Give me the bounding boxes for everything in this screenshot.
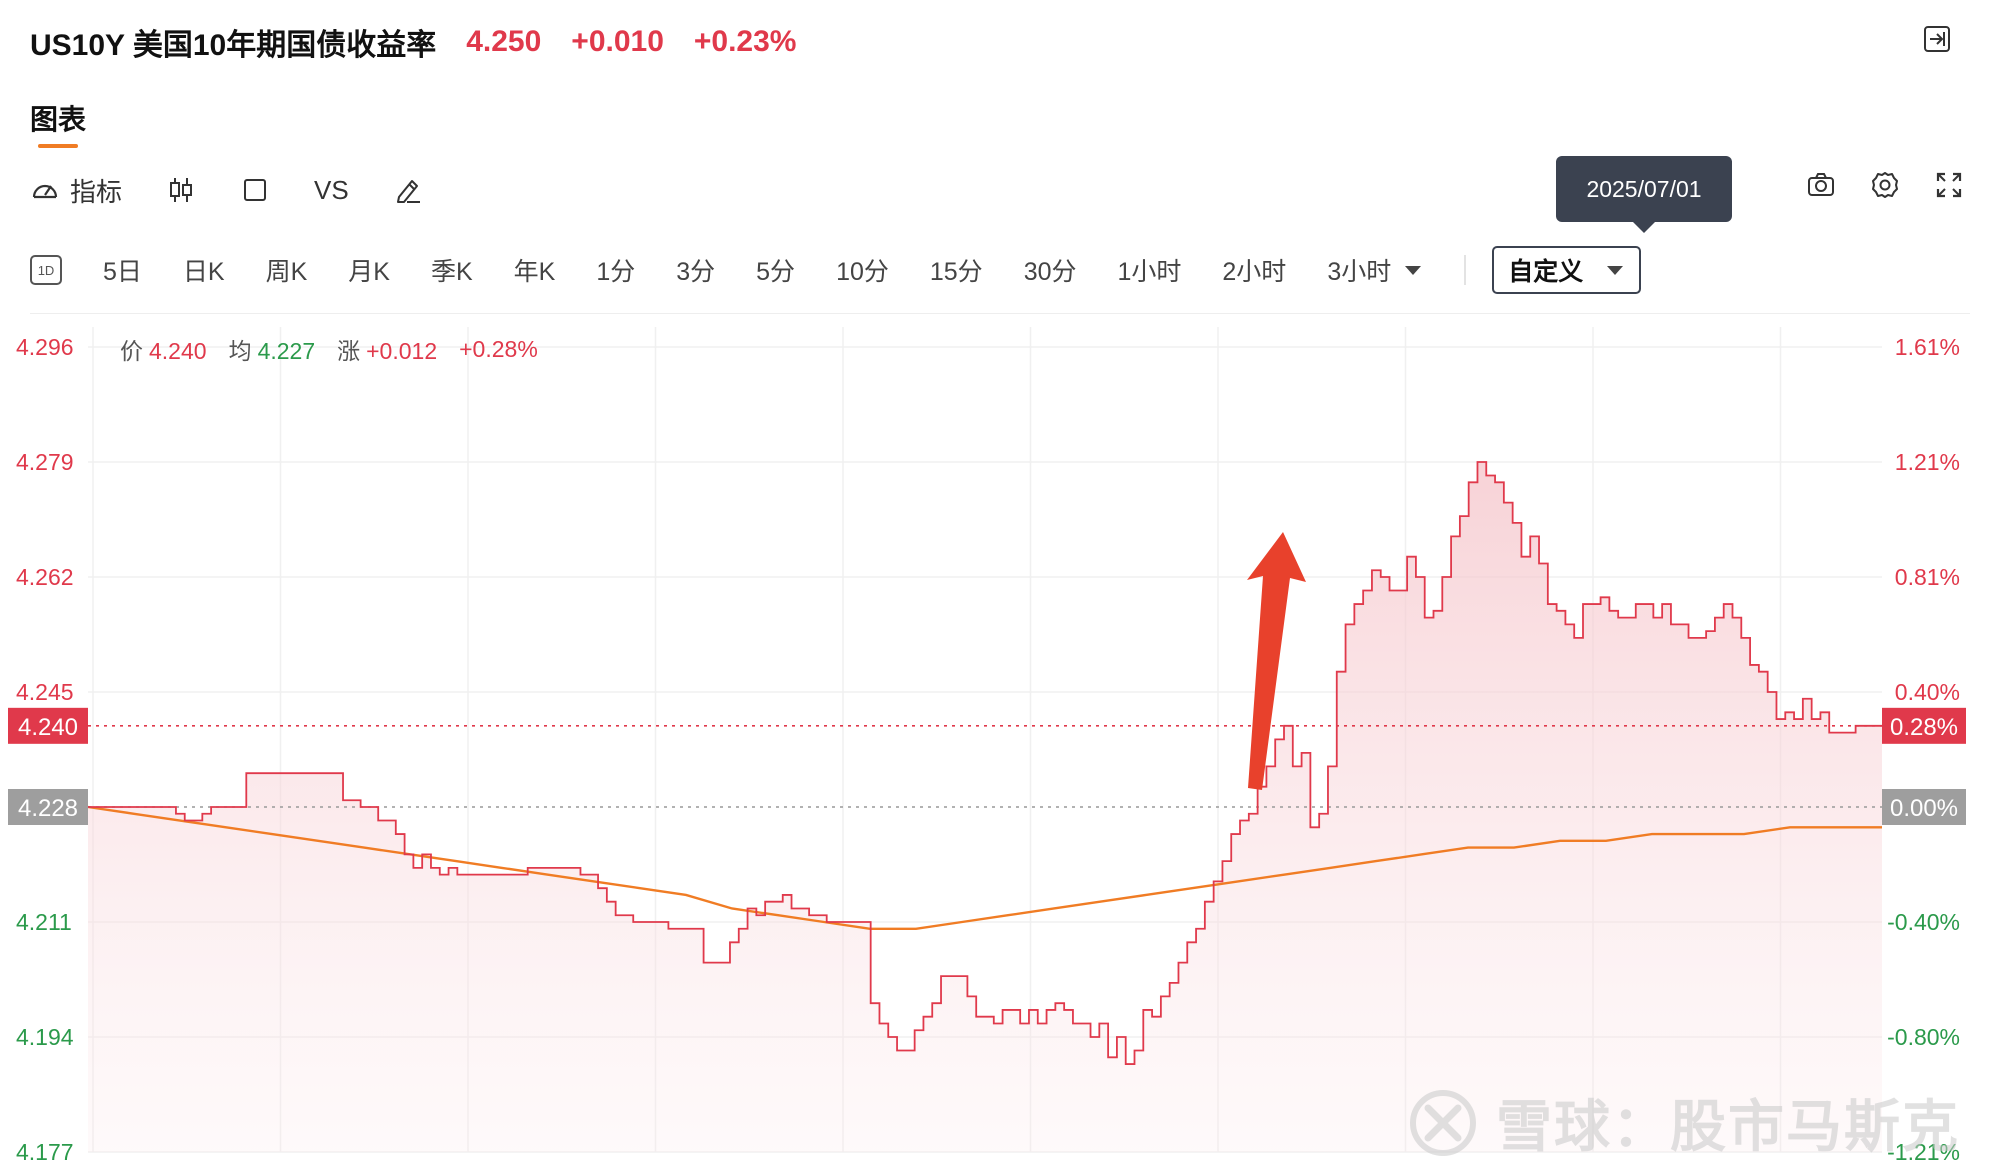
current-price-tag-bg	[8, 707, 88, 744]
snowball-logo-icon	[1410, 1089, 1476, 1156]
info-chg-pct: +0.28%	[459, 335, 538, 362]
period-selector: 1D 5日 日K 周K 月K 季K 年K 1分 3分 5分 10分 15分 30…	[30, 246, 1642, 294]
right-axis-tick: -1.21%	[1887, 1139, 1960, 1165]
prev-close-pct-tag: 0.00%	[1890, 795, 1958, 822]
period-15min[interactable]: 15分	[929, 258, 983, 286]
price-change-pct: +0.23%	[693, 25, 797, 58]
watermark-text: 雪球：股市马斯克	[1496, 1095, 1960, 1158]
indicator-label: 指标	[70, 176, 123, 207]
price-line	[88, 461, 1882, 1065]
prev-close-tag-bg	[8, 789, 88, 825]
trend-arrow	[1247, 532, 1306, 790]
gauge-icon	[32, 184, 58, 199]
period-2h[interactable]: 2小时	[1222, 258, 1287, 286]
prev-close-pct-tag-bg	[1882, 789, 1966, 825]
current-pct-tag: 0.28%	[1890, 714, 1958, 741]
period-5d[interactable]: 5日	[103, 258, 142, 286]
left-axis-tick: 4.245	[16, 679, 74, 705]
right-axis-tick: -0.40%	[1887, 909, 1960, 935]
right-axis-tick: -0.80%	[1887, 1024, 1960, 1050]
chevron-down-icon	[1405, 265, 1422, 275]
shape-button[interactable]	[240, 175, 270, 205]
price-area-fill	[88, 462, 1882, 1152]
left-axis-tick: 4.177	[16, 1139, 74, 1165]
current-pct-tag-bg	[1882, 707, 1966, 744]
left-axis-tick: 4.296	[16, 334, 74, 360]
compare-button[interactable]: VS	[314, 175, 349, 206]
info-price: 4.240	[149, 338, 207, 364]
period-weekly[interactable]: 周K	[265, 258, 308, 286]
right-axis-tick: 0.40%	[1895, 679, 1960, 705]
instrument-title: US10Y 美国10年期国债收益率	[30, 29, 437, 62]
pen-icon	[396, 180, 420, 203]
left-axis: 4.296 4.279 4.262 4.245 4.211 4.194 4.177 4.240…	[8, 334, 88, 1165]
fullscreen-icon[interactable]	[1934, 170, 1964, 200]
left-axis-tick: 4.194	[16, 1024, 74, 1050]
chevron-down-icon	[1607, 265, 1624, 275]
reference-lines	[88, 725, 1882, 808]
quote-header: US10Y 美国10年期国债收益率 4.250 +0.010 +0.23%	[30, 18, 796, 66]
prev-close-tag: 4.228	[18, 795, 78, 822]
price-change: +0.010	[571, 25, 664, 58]
right-axis: 1.61% 1.21% 0.81% 0.40% -0.40% -0.80% -1.21% 0.…	[1882, 334, 1966, 1165]
right-axis-tick: 1.61%	[1895, 334, 1960, 360]
left-axis-tick: 4.211	[16, 909, 72, 935]
compare-label: VS	[314, 174, 349, 205]
candlestick-icon	[170, 178, 193, 202]
period-1h[interactable]: 1小时	[1117, 258, 1182, 286]
period-daily[interactable]: 日K	[182, 258, 225, 286]
camera-icon[interactable]	[1806, 170, 1836, 200]
chart-toolbar: 指标 VS	[30, 168, 467, 212]
left-axis-tick: 4.279	[16, 449, 74, 475]
crosshair-info: 价 4.240 均 4.227 涨 +0.012 +0.28%	[120, 332, 538, 366]
info-chg-label: 涨	[337, 338, 361, 364]
gear-icon[interactable]	[1870, 170, 1900, 200]
average-line-layer	[87, 805, 1882, 930]
candlestick-button[interactable]	[166, 175, 196, 205]
period-30min[interactable]: 30分	[1023, 258, 1077, 286]
right-axis-tick: 1.21%	[1895, 449, 1960, 475]
divider	[1464, 255, 1467, 285]
intraday-1d-icon[interactable]: 1D	[30, 255, 62, 285]
price-area	[88, 462, 1882, 1152]
period-3h: 3小时	[1327, 258, 1392, 286]
chart-tools-right	[1806, 170, 1964, 200]
watermark: 雪球：股市马斯克	[1408, 1082, 1960, 1163]
tab-chart[interactable]: 图表	[30, 104, 87, 135]
period-more-dropdown[interactable]: 3小时	[1327, 252, 1422, 288]
left-axis-tick: 4.262	[16, 564, 74, 590]
info-avg-label: 均	[228, 338, 252, 364]
indicator-button[interactable]: 指标	[30, 172, 122, 209]
info-price-label: 价	[120, 338, 143, 364]
custom-range-dropdown[interactable]: 自定义	[1492, 246, 1642, 294]
info-chg: +0.012	[366, 338, 438, 364]
current-price-tag: 4.240	[18, 714, 78, 741]
period-quarterly[interactable]: 季K	[430, 258, 473, 286]
custom-range-label: 自定义	[1508, 258, 1584, 286]
info-avg: 4.227	[257, 338, 316, 364]
price-line-layer	[88, 461, 1882, 1065]
period-yearly[interactable]: 年K	[513, 258, 556, 286]
date-tooltip-arrow	[1632, 221, 1656, 233]
divider	[30, 313, 1970, 314]
trend-arrow-annotation	[1247, 532, 1306, 790]
right-axis-tick: 0.81%	[1895, 564, 1960, 590]
tab-active-indicator	[38, 144, 78, 148]
average-line	[87, 805, 1882, 930]
exit-icon[interactable]	[1922, 24, 1952, 54]
period-monthly[interactable]: 月K	[348, 258, 390, 286]
period-3min[interactable]: 3分	[676, 258, 716, 286]
draw-button[interactable]	[393, 175, 423, 205]
period-10min[interactable]: 10分	[836, 258, 889, 286]
period-5min[interactable]: 5分	[756, 258, 796, 286]
period-1min[interactable]: 1分	[596, 258, 636, 286]
square-icon	[244, 179, 267, 201]
date-tooltip: 2025/07/01	[1556, 156, 1732, 222]
last-price: 4.250	[466, 25, 542, 58]
